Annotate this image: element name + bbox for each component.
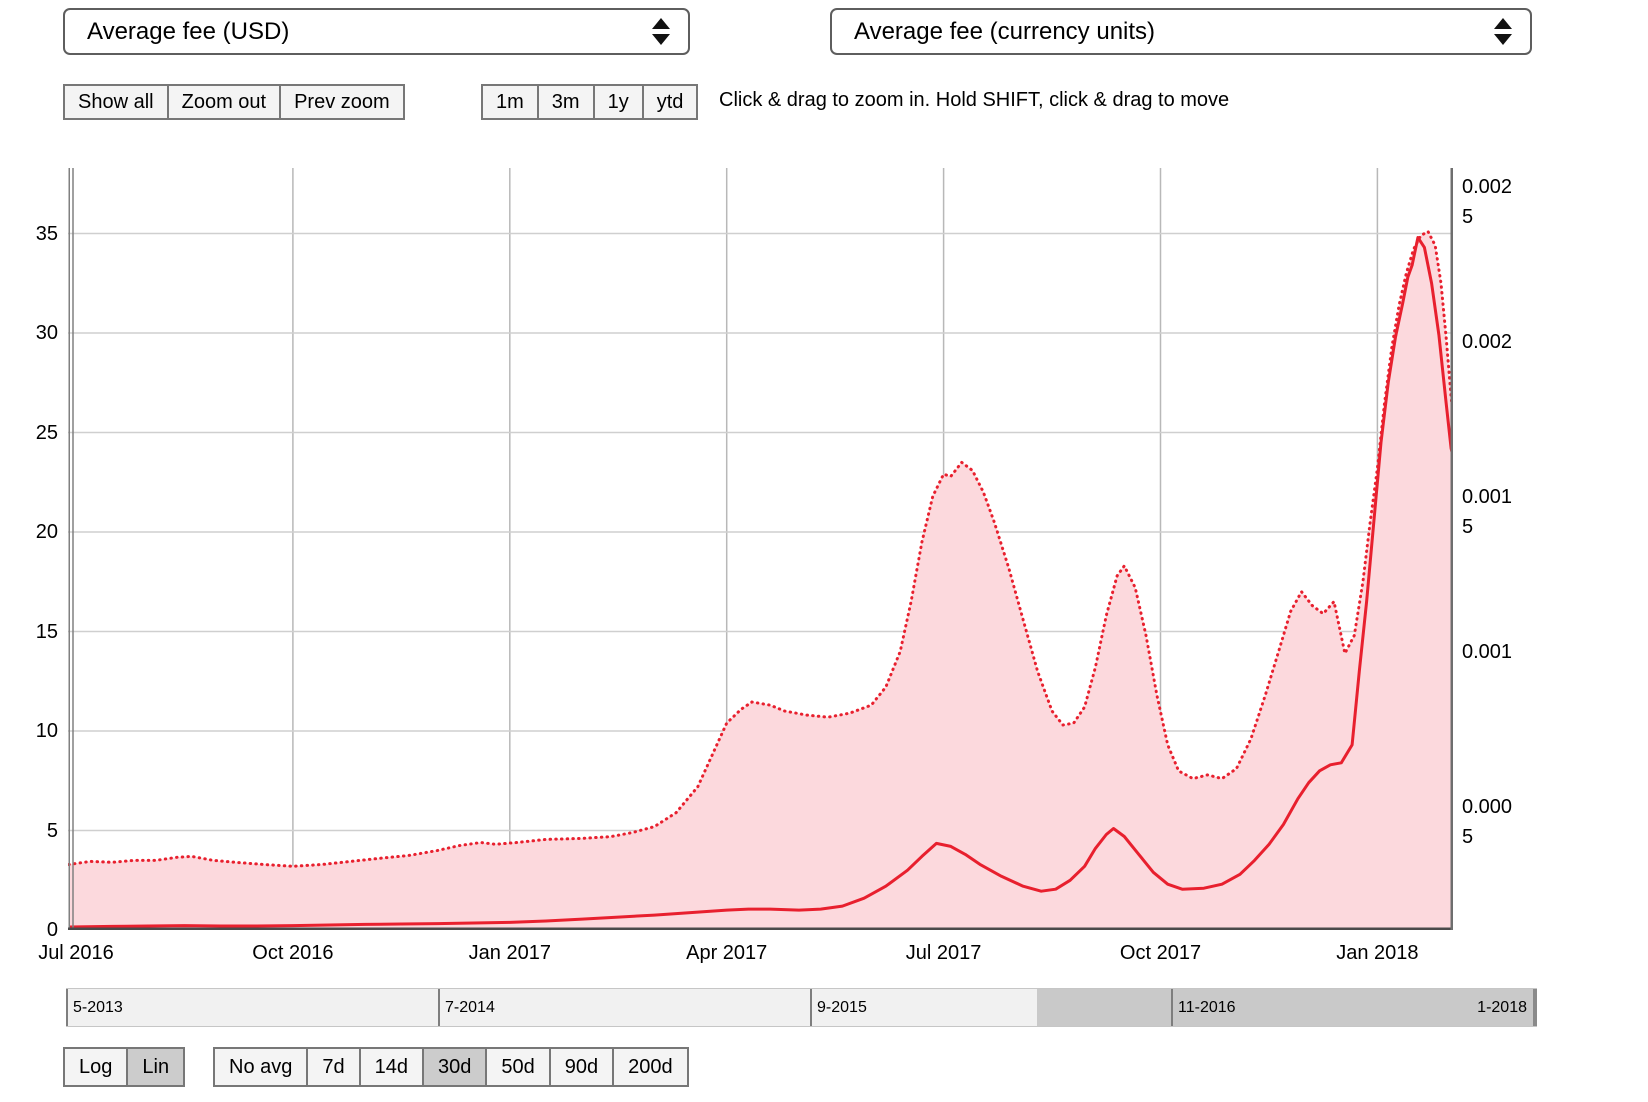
1y-button[interactable]: 1y: [592, 84, 644, 120]
no-avg-button[interactable]: No avg: [213, 1047, 309, 1087]
show-all-button[interactable]: Show all: [63, 84, 169, 120]
y-axis-tick-label: 35: [35, 222, 58, 245]
zoom-hint-text: Click & drag to zoom in. Hold SHIFT, cli…: [719, 89, 1230, 111]
x-axis-tick-label: Jan 2018: [1336, 942, 1419, 964]
slider-tick: [1171, 989, 1173, 1026]
metric-select-left-value: Average fee (USD): [87, 17, 290, 45]
1m-button[interactable]: 1m: [481, 84, 539, 120]
y-axis-tick-label: 0: [46, 919, 58, 941]
x-axis-tick-label: Oct 2017: [1119, 942, 1202, 964]
200d-button[interactable]: 200d: [612, 1047, 689, 1087]
right-axis-tick-label: 0.000 5: [1462, 796, 1513, 848]
slider-end-label: 1-2018: [1477, 998, 1527, 1016]
7d-button[interactable]: 7d: [306, 1047, 361, 1087]
prev-zoom-button[interactable]: Prev zoom: [279, 84, 405, 120]
right-axis-tick-label: 0.002 5: [1462, 176, 1513, 228]
slider-tick-label: 9-2015: [817, 998, 867, 1016]
slider-tick: [438, 989, 441, 1026]
x-axis-tick-label: Apr 2017: [686, 942, 768, 964]
chart-canvas: [68, 168, 1453, 930]
90d-button[interactable]: 90d: [548, 1047, 615, 1087]
series-solid-usd: [68, 236, 1453, 929]
zoom-button-group: Show all Zoom out Prev zoom: [63, 84, 405, 120]
avg-button-group: No avg 7d 14d 30d 50d 90d 200d: [213, 1047, 689, 1087]
50d-button[interactable]: 50d: [485, 1047, 551, 1087]
x-axis-tick-label: Jan 2017: [468, 942, 551, 964]
scale-button-group: Log Lin: [63, 1047, 186, 1087]
slider-tick: [66, 989, 68, 1026]
metric-select-right[interactable]: Average fee (currency units): [830, 8, 1532, 55]
dropdown-stepper-icon: [1494, 18, 1512, 45]
slider-tick-label: 11-2016: [1178, 998, 1236, 1016]
30d-button[interactable]: 30d: [422, 1047, 488, 1087]
log-button[interactable]: Log: [63, 1047, 129, 1087]
slider-tick-label: 7-2014: [445, 998, 495, 1016]
y-axis-tick-label: 20: [35, 521, 58, 543]
right-axis-tick-label: 0.001 5: [1462, 486, 1513, 538]
metric-select-right-value: Average fee (currency units): [854, 17, 1156, 45]
series-area-fill: [68, 231, 1453, 930]
range-button-group: 1m 3m 1y ytd: [481, 84, 699, 120]
x-axis-tick-label: Jul 2017: [905, 942, 982, 964]
dropdown-stepper-icon: [652, 18, 670, 45]
y-axis-tick-label: 15: [35, 620, 58, 643]
timeline-slider[interactable]: 5-2013 7-2014 9-2015 11-2016 1-2018: [66, 988, 1537, 1027]
y-axis-tick-label: 5: [46, 819, 58, 842]
14d-button[interactable]: 14d: [358, 1047, 424, 1087]
right-axis-tick-label: 0.001: [1462, 641, 1513, 663]
slider-selected-range[interactable]: [1036, 989, 1537, 1026]
slider-tick-label: 5-2013: [73, 998, 123, 1016]
y-axis-tick-label: 30: [35, 322, 58, 344]
metric-select-left[interactable]: Average fee (USD): [63, 8, 690, 55]
right-axis-tick-label: 0.002: [1462, 331, 1513, 353]
x-axis-tick-label: Oct 2016: [252, 942, 334, 964]
ytd-button[interactable]: ytd: [641, 84, 699, 120]
zoom-out-button[interactable]: Zoom out: [166, 84, 282, 120]
chart-plot-area[interactable]: [68, 168, 1453, 930]
slider-tick: [810, 989, 813, 1026]
y-axis-tick-label: 10: [35, 720, 58, 742]
3m-button[interactable]: 3m: [536, 84, 595, 120]
axis-borders: [68, 168, 1453, 930]
x-axis-tick-label: Jul 2016: [38, 942, 114, 964]
series-dotted-currency-units: [68, 229, 1453, 868]
y-axis-tick-label: 25: [35, 421, 58, 444]
lin-button[interactable]: Lin: [126, 1047, 186, 1087]
